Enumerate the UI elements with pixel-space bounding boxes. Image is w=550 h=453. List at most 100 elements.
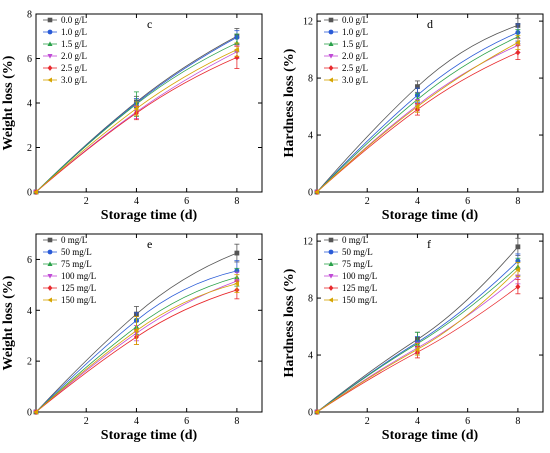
x-tick-label: 8 xyxy=(234,196,239,207)
y-tick-label: 6 xyxy=(27,255,32,266)
legend-label: 2.0 g/L xyxy=(342,51,368,61)
y-tick-label: 0 xyxy=(27,188,32,199)
legend-label: 3.0 g/L xyxy=(61,75,87,85)
x-tick-label: 2 xyxy=(365,416,370,427)
y-tick-label: 12 xyxy=(303,17,313,28)
legend-marker xyxy=(47,54,53,59)
legend-label: 50 mg/L xyxy=(61,247,92,257)
panel-letter: c xyxy=(147,17,152,31)
legend-label: 75 mg/L xyxy=(61,259,92,269)
x-tick-label: 2 xyxy=(84,196,89,207)
legend-marker xyxy=(328,17,334,23)
data-point xyxy=(515,244,521,250)
data-point xyxy=(414,103,420,110)
legend-marker xyxy=(47,41,53,46)
x-tick-label: 4 xyxy=(134,416,139,427)
legend-marker xyxy=(47,65,53,71)
legend-marker xyxy=(328,261,334,266)
panel-letter: e xyxy=(147,237,152,251)
legend-label: 3.0 g/L xyxy=(342,75,368,85)
x-tick-label: 2 xyxy=(84,416,89,427)
x-tick-label: 6 xyxy=(465,416,470,427)
x-tick-label: 6 xyxy=(465,196,470,207)
legend-marker xyxy=(328,237,334,243)
legend-label: 125 mg/L xyxy=(342,283,377,293)
legend-marker xyxy=(328,54,334,59)
plot-frame xyxy=(316,233,544,413)
series-line xyxy=(316,52,519,193)
legend-label: 1.5 g/L xyxy=(342,39,368,49)
legend-marker xyxy=(328,77,333,83)
x-axis-title: Storage time (d) xyxy=(382,208,479,223)
panel-c-chart: 2 4 6 8 0 2 4 6 8 Storage time (d) Weight loss (%)… xyxy=(1,10,263,223)
data-point xyxy=(314,409,320,415)
y-tick-label: 8 xyxy=(308,74,313,85)
legend-marker xyxy=(328,41,334,46)
legend-label: 125 mg/L xyxy=(61,283,96,293)
legend-label: 0 mg/L xyxy=(61,235,87,245)
x-tick-label: 4 xyxy=(415,416,420,427)
legend-label: 0.0 g/L xyxy=(342,15,368,25)
x-tick-label: 6 xyxy=(184,196,189,207)
y-axis-title: Hardness loss (%) xyxy=(282,48,297,157)
legend-marker xyxy=(328,249,334,255)
y-tick-label: 0 xyxy=(308,408,313,419)
legend-label: 2.5 g/L xyxy=(61,63,87,73)
legend-marker xyxy=(328,29,334,35)
data-point xyxy=(515,283,521,290)
data-point xyxy=(234,250,240,256)
legend-marker xyxy=(47,249,53,255)
legend-label: 2.5 g/L xyxy=(342,63,368,73)
legend-marker xyxy=(47,261,53,266)
data-point xyxy=(515,266,520,273)
y-axis-title: Weight loss (%) xyxy=(1,55,16,150)
y-axis-title: Weight loss (%) xyxy=(1,275,16,370)
panel-letter: f xyxy=(427,237,431,251)
x-tick-label: 4 xyxy=(134,196,139,207)
y-tick-label: 8 xyxy=(27,10,32,21)
plot-frame xyxy=(316,13,544,193)
plot-frame xyxy=(35,233,263,413)
y-tick-label: 4 xyxy=(308,351,313,362)
x-axis-title: Storage time (d) xyxy=(382,428,479,443)
panel-letter: d xyxy=(427,17,433,31)
y-tick-label: 0 xyxy=(27,408,32,419)
x-tick-label: 8 xyxy=(515,416,520,427)
panel-d-chart: 2 4 6 8 0 4 8 12 Storage time (d) Hardness loss (… xyxy=(282,13,544,223)
x-tick-label: 8 xyxy=(234,416,239,427)
y-axis-title: Hardness loss (%) xyxy=(282,268,297,377)
x-tick-label: 8 xyxy=(515,196,520,207)
legend-marker xyxy=(328,285,334,291)
data-point xyxy=(234,280,239,287)
data-point xyxy=(133,327,139,334)
legend-label: 1.0 g/L xyxy=(61,27,87,37)
legend-label: 1.5 g/L xyxy=(61,39,87,49)
x-axis-title: Storage time (d) xyxy=(101,208,198,223)
data-point xyxy=(33,409,39,415)
y-tick-label: 4 xyxy=(27,99,32,110)
legend-marker xyxy=(47,77,52,83)
legend-marker xyxy=(47,17,53,23)
legend-label: 0 mg/L xyxy=(342,235,368,245)
legend-label: 2.0 g/L xyxy=(61,51,87,61)
x-axis-title: Storage time (d) xyxy=(101,428,198,443)
y-tick-label: 2 xyxy=(27,357,32,368)
legend-label: 75 mg/L xyxy=(342,259,373,269)
legend-label: 100 mg/L xyxy=(342,271,377,281)
y-tick-label: 2 xyxy=(27,143,32,154)
x-tick-label: 6 xyxy=(184,416,189,427)
legend-marker xyxy=(47,237,53,243)
y-tick-label: 8 xyxy=(308,294,313,305)
legend-marker xyxy=(328,65,334,71)
data-point xyxy=(515,49,521,56)
legend-marker xyxy=(47,274,53,279)
legend-marker xyxy=(47,297,52,303)
y-tick-label: 4 xyxy=(308,131,313,142)
data-point xyxy=(133,105,139,112)
legend-label: 100 mg/L xyxy=(61,271,96,281)
y-tick-label: 0 xyxy=(308,188,313,199)
legend-label: 50 mg/L xyxy=(342,247,373,257)
data-point xyxy=(414,346,420,352)
